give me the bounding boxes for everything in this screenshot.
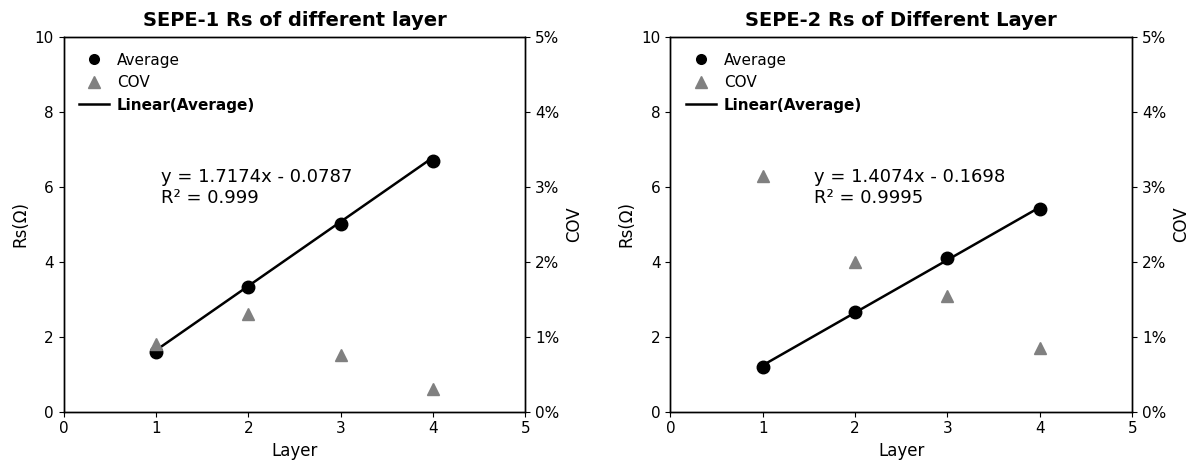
COV	[149, 341, 163, 347]
COV	[334, 353, 348, 358]
Y-axis label: Rs(Ω): Rs(Ω)	[617, 202, 635, 247]
Average	[755, 364, 770, 370]
X-axis label: Layer: Layer	[271, 442, 318, 460]
Y-axis label: Rs(Ω): Rs(Ω)	[11, 202, 29, 247]
Line: COV: COV	[150, 308, 440, 395]
Title: SEPE-2 Rs of Different Layer: SEPE-2 Rs of Different Layer	[746, 11, 1057, 30]
X-axis label: Layer: Layer	[878, 442, 925, 460]
Y-axis label: COV: COV	[566, 207, 584, 242]
Line: Linear(Average): Linear(Average)	[156, 157, 434, 350]
Line: COV: COV	[757, 170, 1046, 354]
Average	[334, 221, 348, 227]
Average	[940, 255, 955, 261]
Text: y = 1.4074x - 0.1698
R² = 0.9995: y = 1.4074x - 0.1698 R² = 0.9995	[813, 168, 1005, 207]
COV	[755, 173, 770, 179]
Average	[848, 309, 862, 315]
Linear(Average)	[426, 154, 441, 160]
Legend: Average, COV, Linear(Average): Average, COV, Linear(Average)	[71, 45, 263, 121]
Y-axis label: COV: COV	[1172, 207, 1190, 242]
Linear(Average)	[755, 363, 770, 368]
Title: SEPE-1 Rs of different layer: SEPE-1 Rs of different layer	[143, 11, 447, 30]
Linear(Average)	[1033, 204, 1047, 210]
Legend: Average, COV, Linear(Average): Average, COV, Linear(Average)	[679, 45, 870, 121]
Average	[241, 284, 256, 290]
COV	[241, 311, 256, 317]
COV	[940, 292, 955, 298]
COV	[426, 386, 441, 392]
Text: y = 1.7174x - 0.0787
R² = 0.999: y = 1.7174x - 0.0787 R² = 0.999	[161, 168, 352, 207]
COV	[1033, 345, 1047, 351]
Average	[1033, 207, 1047, 212]
Line: Average: Average	[150, 154, 440, 358]
Line: Average: Average	[757, 203, 1046, 373]
Average	[149, 349, 163, 355]
Average	[426, 158, 441, 163]
Linear(Average)	[149, 348, 163, 353]
Line: Linear(Average): Linear(Average)	[763, 207, 1040, 365]
COV	[848, 259, 862, 265]
